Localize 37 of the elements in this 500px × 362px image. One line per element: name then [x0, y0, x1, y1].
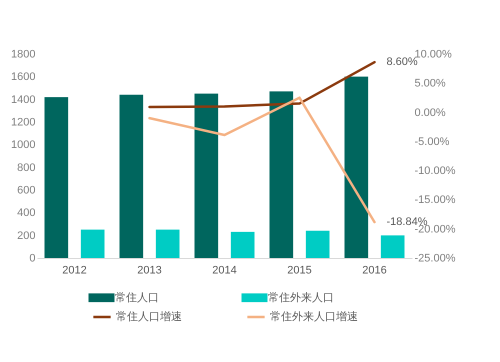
y-tick-label: 200 [17, 230, 36, 242]
y2-tick-label: -15.00% [414, 194, 456, 206]
bar [156, 230, 180, 258]
bar [80, 230, 104, 258]
y2-tick-label: -10.00% [414, 165, 456, 178]
x-tick-label: 2014 [212, 264, 237, 276]
y-tick-label: 1600 [11, 71, 36, 84]
y2-tick-label: -25.00% [414, 252, 456, 264]
legend-label: 常住人口增速 [116, 310, 182, 323]
bar [344, 76, 368, 258]
bar [270, 91, 294, 258]
bar [230, 232, 254, 258]
y-tick-label: 0 [29, 252, 36, 264]
y-tick-label: 1000 [11, 139, 36, 152]
y-tick-label: 1400 [11, 94, 36, 106]
legend-label: 常住外来人口 [268, 290, 334, 304]
bar [306, 230, 330, 258]
legend-label: 常住人口 [115, 290, 159, 304]
line-series [148, 96, 376, 224]
bar [194, 94, 218, 258]
line-series [148, 60, 376, 108]
y2-tick-label: -5.00% [414, 136, 450, 148]
legend-label: 常住外来人口增速 [270, 310, 358, 323]
y-tick-label: 1200 [11, 116, 36, 128]
y2-tick-label: 5.00% [414, 78, 446, 90]
x-tick-label: 2015 [287, 264, 312, 276]
bar [44, 97, 68, 258]
x-tick-label: 2012 [62, 264, 87, 276]
bar [380, 235, 404, 258]
y2-tick-label: 0.00% [414, 106, 446, 119]
bar [120, 94, 144, 258]
x-tick-label: 2013 [137, 264, 162, 276]
y-tick-label: 400 [17, 207, 36, 220]
y-tick-label: 600 [17, 184, 36, 196]
y-tick-label: 800 [17, 162, 36, 174]
x-tick-label: 2016 [362, 264, 387, 276]
y-tick-label: 1800 [11, 48, 36, 60]
